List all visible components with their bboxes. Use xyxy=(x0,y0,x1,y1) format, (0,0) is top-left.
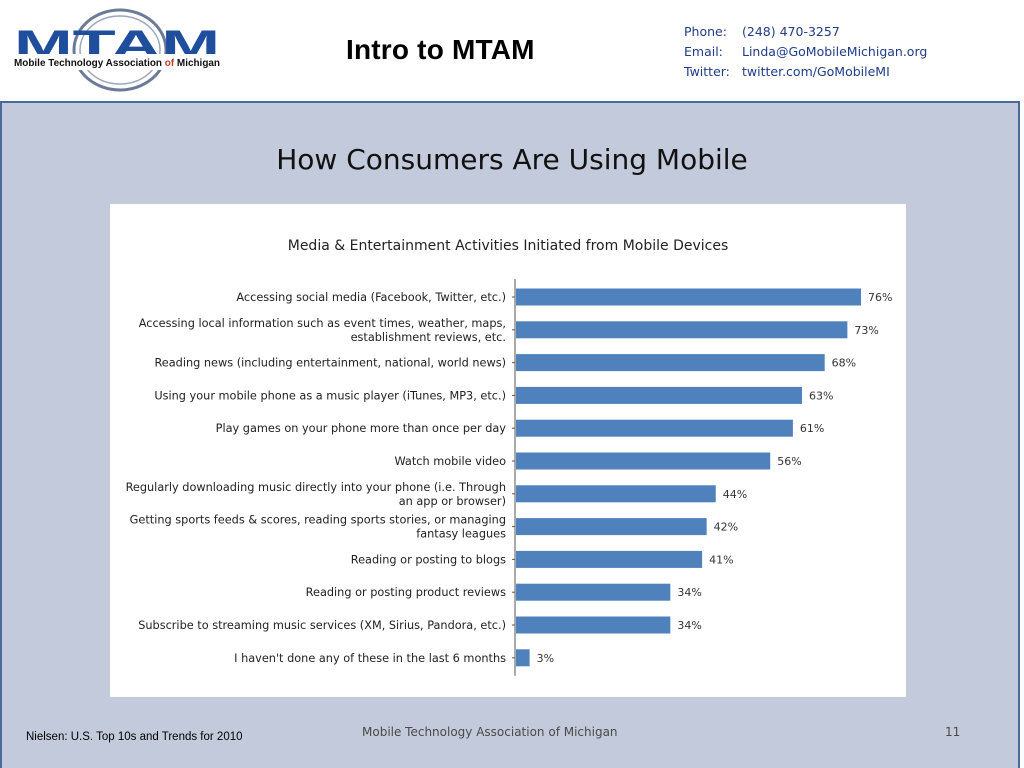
contact-twitter-row: Twitter: twitter.com/GoMobileMI xyxy=(684,62,927,82)
data-label: 34% xyxy=(677,586,701,599)
contact-email-row: Email: Linda@GoMobileMichigan.org xyxy=(684,42,927,62)
data-label: 44% xyxy=(723,488,747,501)
bar xyxy=(516,649,530,667)
data-label: 56% xyxy=(777,455,801,468)
bar xyxy=(516,419,793,437)
bar xyxy=(516,616,671,634)
data-label: 73% xyxy=(854,324,878,337)
category-label: Using your mobile phone as a music playe… xyxy=(154,389,506,402)
source-note: Nielsen: U.S. Top 10s and Trends for 201… xyxy=(26,731,243,743)
bar xyxy=(516,386,802,404)
category-label: Reading or posting product reviews xyxy=(306,586,506,599)
chart-title: Media & Entertainment Activities Initiat… xyxy=(288,238,729,254)
data-label: 61% xyxy=(800,422,824,435)
bar xyxy=(516,354,825,372)
category-label: Reading news (including entertainment, n… xyxy=(154,357,506,370)
bar-chart: Media & Entertainment Activities Initiat… xyxy=(126,238,892,676)
contact-phone-row: Phone: (248) 470-3257 xyxy=(684,22,927,42)
svg-text:Mobile Technology Association: Mobile Technology Association of Michiga… xyxy=(14,58,220,69)
data-label: 76% xyxy=(868,291,892,304)
data-label: 63% xyxy=(809,389,833,402)
bar xyxy=(516,485,716,503)
category-label: Accessing local information such as even… xyxy=(139,317,506,344)
category-label: Play games on your phone more than once … xyxy=(216,422,507,435)
email-link[interactable]: Linda@GoMobileMichigan.org xyxy=(742,44,928,59)
bar xyxy=(516,321,848,339)
category-label: I haven't done any of these in the last … xyxy=(234,652,506,665)
chart-panel: Media & Entertainment Activities Initiat… xyxy=(110,204,906,697)
slide-body: How Consumers Are Using Mobile Media & E… xyxy=(0,101,1020,768)
mtam-logo: MTAM Mobile Technology Association of Mi… xyxy=(10,8,222,92)
category-label: Subscribe to streaming music services (X… xyxy=(138,619,506,632)
phone-value: (248) 470-3257 xyxy=(742,24,840,39)
contact-block: Phone: (248) 470-3257 Email: Linda@GoMobil… xyxy=(684,22,927,82)
data-label: 3% xyxy=(537,652,554,665)
category-label: Reading or posting to blogs xyxy=(351,553,506,566)
slide-title: How Consumers Are Using Mobile xyxy=(276,143,748,176)
bar xyxy=(516,452,771,470)
page-number: 11 xyxy=(945,725,961,739)
data-label: 41% xyxy=(709,553,733,566)
category-label: Accessing social media (Facebook, Twitte… xyxy=(236,291,506,304)
category-label: Getting sports feeds & scores, reading s… xyxy=(130,514,506,541)
phone-label: Phone: xyxy=(684,24,727,39)
twitter-label: Twitter: xyxy=(684,64,730,79)
bar xyxy=(516,288,861,306)
bar xyxy=(516,550,703,568)
category-label: Regularly downloading music directly int… xyxy=(126,481,506,508)
data-label: 42% xyxy=(714,521,738,534)
header: MTAM Mobile Technology Association of Mi… xyxy=(0,0,1024,101)
bar xyxy=(516,518,707,536)
data-label: 68% xyxy=(832,357,856,370)
data-label: 34% xyxy=(677,619,701,632)
email-label: Email: xyxy=(684,44,723,59)
category-label: Watch mobile video xyxy=(394,455,506,468)
deck-title: Intro to MTAM xyxy=(346,34,535,65)
twitter-link[interactable]: twitter.com/GoMobileMI xyxy=(742,64,890,79)
bar xyxy=(516,583,671,601)
footer-organization: Mobile Technology Association of Michiga… xyxy=(362,725,618,739)
